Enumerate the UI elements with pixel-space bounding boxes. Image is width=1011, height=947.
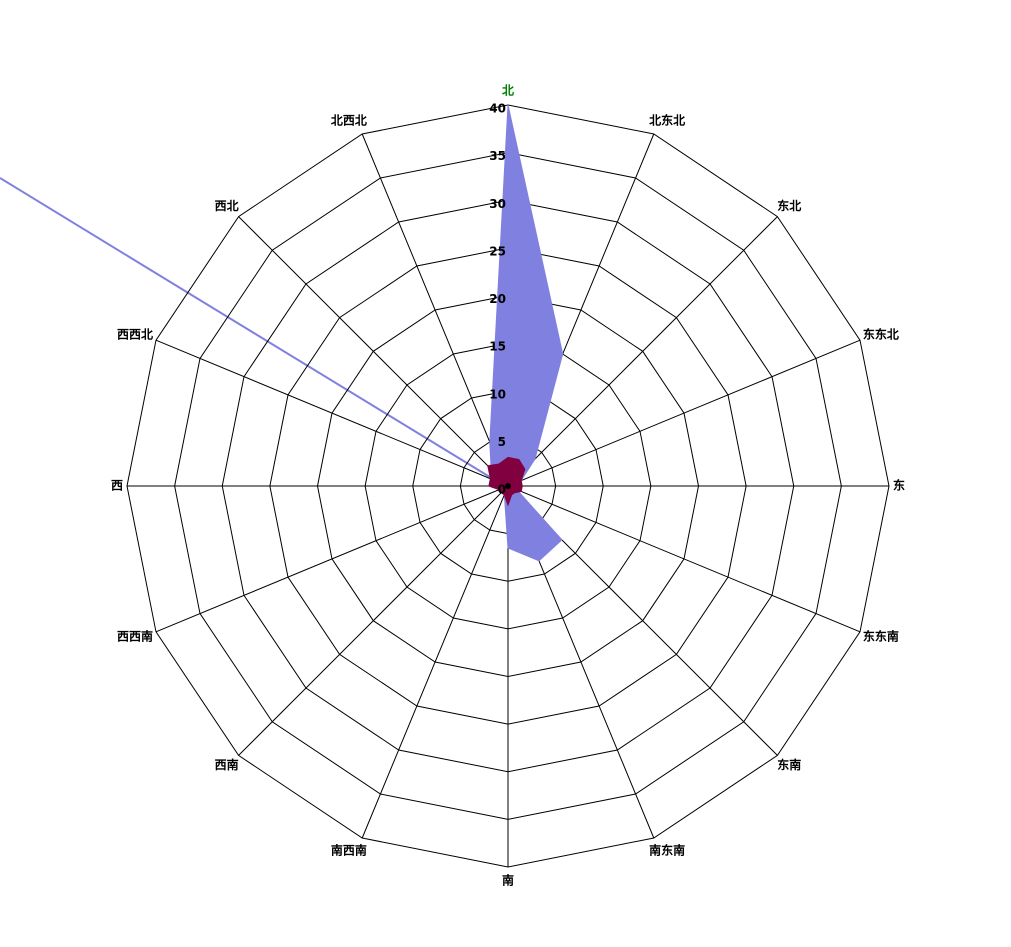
y-tick-label: 20 — [489, 292, 506, 306]
category-label: 东 — [893, 478, 905, 493]
category-label: 北 — [502, 83, 514, 98]
spoke — [238, 485, 509, 756]
category-label: 北西北 — [331, 113, 367, 128]
spoke — [238, 216, 509, 487]
y-tick-label: 5 — [498, 435, 506, 449]
category-label: 南西南 — [331, 842, 367, 857]
category-label: 东东南 — [863, 629, 899, 644]
category-label: 南东南 — [649, 842, 685, 857]
spoke — [507, 339, 861, 487]
spoke — [155, 339, 509, 487]
series-area — [487, 456, 526, 507]
spoke — [361, 485, 509, 839]
y-tick-label: 30 — [489, 197, 506, 211]
y-tick-label: 35 — [489, 149, 506, 163]
spoke — [507, 216, 778, 487]
category-label: 东北 — [777, 198, 801, 213]
y-tick-label: 25 — [489, 244, 506, 258]
spoke — [507, 485, 861, 633]
y-tick-label: 40 — [489, 102, 506, 116]
spoke — [361, 133, 509, 487]
y-tick-label: 0 — [498, 483, 506, 497]
category-label: 东南 — [777, 757, 801, 772]
center-dot — [505, 483, 511, 489]
category-label: 西北 — [215, 198, 239, 213]
category-label: 西西北 — [117, 326, 153, 341]
category-label: 西西南 — [117, 629, 153, 644]
category-label: 西南 — [215, 757, 239, 772]
category-label: 西 — [111, 479, 123, 493]
stray-line — [0, 177, 499, 483]
y-tick-label: 15 — [489, 340, 506, 354]
spoke — [155, 485, 509, 633]
category-label: 北东北 — [649, 113, 685, 128]
y-tick-label: 10 — [489, 387, 506, 401]
category-label: 东东北 — [863, 326, 899, 341]
category-label: 南 — [502, 873, 514, 888]
